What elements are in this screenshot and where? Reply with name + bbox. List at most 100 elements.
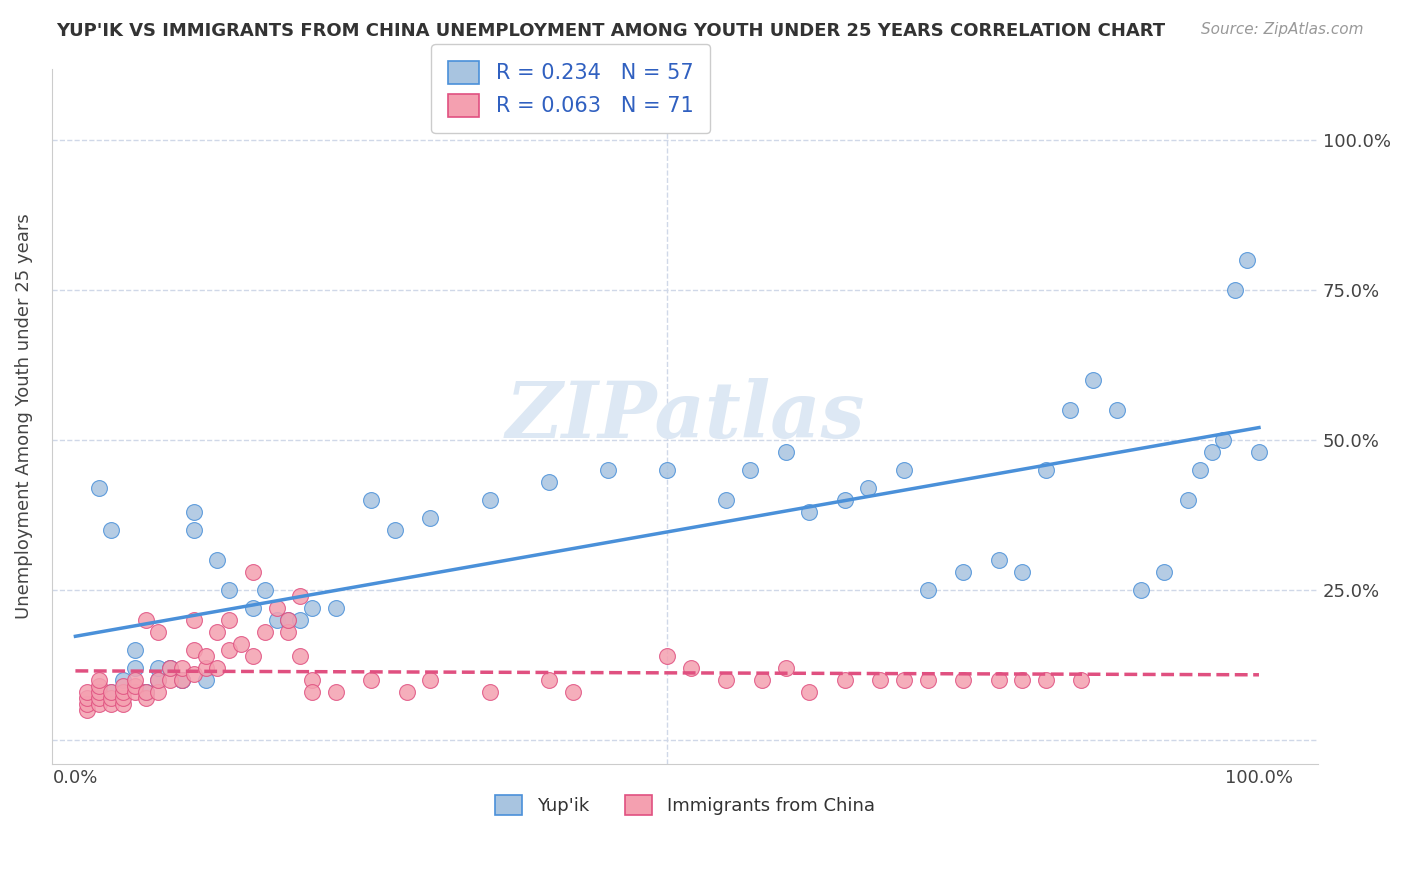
Point	[751, 673, 773, 687]
Text: ZIPatlas: ZIPatlas	[505, 378, 865, 454]
Point	[799, 685, 821, 699]
Point	[242, 648, 264, 663]
Point	[1083, 373, 1105, 387]
Point	[1059, 403, 1081, 417]
Point	[1153, 565, 1175, 579]
Point	[537, 475, 560, 489]
Point	[834, 493, 856, 508]
Point	[893, 673, 915, 687]
Point	[135, 613, 157, 627]
Point	[159, 661, 181, 675]
Text: Source: ZipAtlas.com: Source: ZipAtlas.com	[1201, 22, 1364, 37]
Point	[183, 667, 205, 681]
Point	[76, 697, 98, 711]
Point	[596, 463, 619, 477]
Point	[218, 643, 240, 657]
Point	[301, 673, 323, 687]
Point	[124, 679, 146, 693]
Point	[183, 613, 205, 627]
Point	[1236, 253, 1258, 268]
Point	[478, 685, 501, 699]
Point	[716, 493, 738, 508]
Point	[1070, 673, 1092, 687]
Point	[87, 697, 110, 711]
Point	[148, 673, 170, 687]
Point	[775, 661, 797, 675]
Point	[277, 613, 299, 627]
Point	[301, 685, 323, 699]
Point	[170, 673, 193, 687]
Point	[1201, 445, 1223, 459]
Point	[207, 661, 229, 675]
Point	[869, 673, 891, 687]
Point	[100, 523, 122, 537]
Point	[277, 624, 299, 639]
Point	[148, 673, 170, 687]
Point	[657, 648, 679, 663]
Point	[799, 505, 821, 519]
Point	[893, 463, 915, 477]
Point	[242, 601, 264, 615]
Point	[111, 673, 134, 687]
Point	[87, 673, 110, 687]
Point	[76, 703, 98, 717]
Point	[87, 685, 110, 699]
Point	[124, 661, 146, 675]
Point	[290, 589, 312, 603]
Point	[738, 463, 761, 477]
Point	[952, 673, 974, 687]
Point	[111, 697, 134, 711]
Point	[253, 624, 276, 639]
Point	[716, 673, 738, 687]
Point	[135, 685, 157, 699]
Point	[183, 523, 205, 537]
Point	[170, 661, 193, 675]
Point	[135, 685, 157, 699]
Point	[100, 685, 122, 699]
Point	[1188, 463, 1211, 477]
Point	[1212, 433, 1234, 447]
Point	[277, 613, 299, 627]
Point	[917, 582, 939, 597]
Point	[87, 481, 110, 495]
Point	[834, 673, 856, 687]
Point	[207, 553, 229, 567]
Point	[194, 648, 217, 663]
Point	[987, 553, 1010, 567]
Point	[170, 673, 193, 687]
Point	[76, 685, 98, 699]
Point	[478, 493, 501, 508]
Point	[1011, 673, 1033, 687]
Point	[194, 661, 217, 675]
Point	[159, 661, 181, 675]
Point	[87, 679, 110, 693]
Point	[76, 690, 98, 705]
Point	[111, 690, 134, 705]
Point	[170, 673, 193, 687]
Point	[325, 601, 347, 615]
Point	[266, 601, 288, 615]
Point	[301, 601, 323, 615]
Point	[229, 637, 252, 651]
Point	[253, 582, 276, 597]
Point	[290, 613, 312, 627]
Point	[395, 685, 418, 699]
Point	[148, 624, 170, 639]
Point	[290, 648, 312, 663]
Point	[1129, 582, 1152, 597]
Point	[952, 565, 974, 579]
Point	[100, 697, 122, 711]
Point	[917, 673, 939, 687]
Point	[561, 685, 583, 699]
Point	[148, 685, 170, 699]
Point	[1035, 673, 1057, 687]
Point	[1247, 445, 1270, 459]
Point	[124, 643, 146, 657]
Point	[1177, 493, 1199, 508]
Point	[360, 493, 382, 508]
Point	[1105, 403, 1128, 417]
Point	[242, 565, 264, 579]
Text: YUP'IK VS IMMIGRANTS FROM CHINA UNEMPLOYMENT AMONG YOUTH UNDER 25 YEARS CORRELAT: YUP'IK VS IMMIGRANTS FROM CHINA UNEMPLOY…	[56, 22, 1166, 40]
Point	[111, 679, 134, 693]
Point	[207, 624, 229, 639]
